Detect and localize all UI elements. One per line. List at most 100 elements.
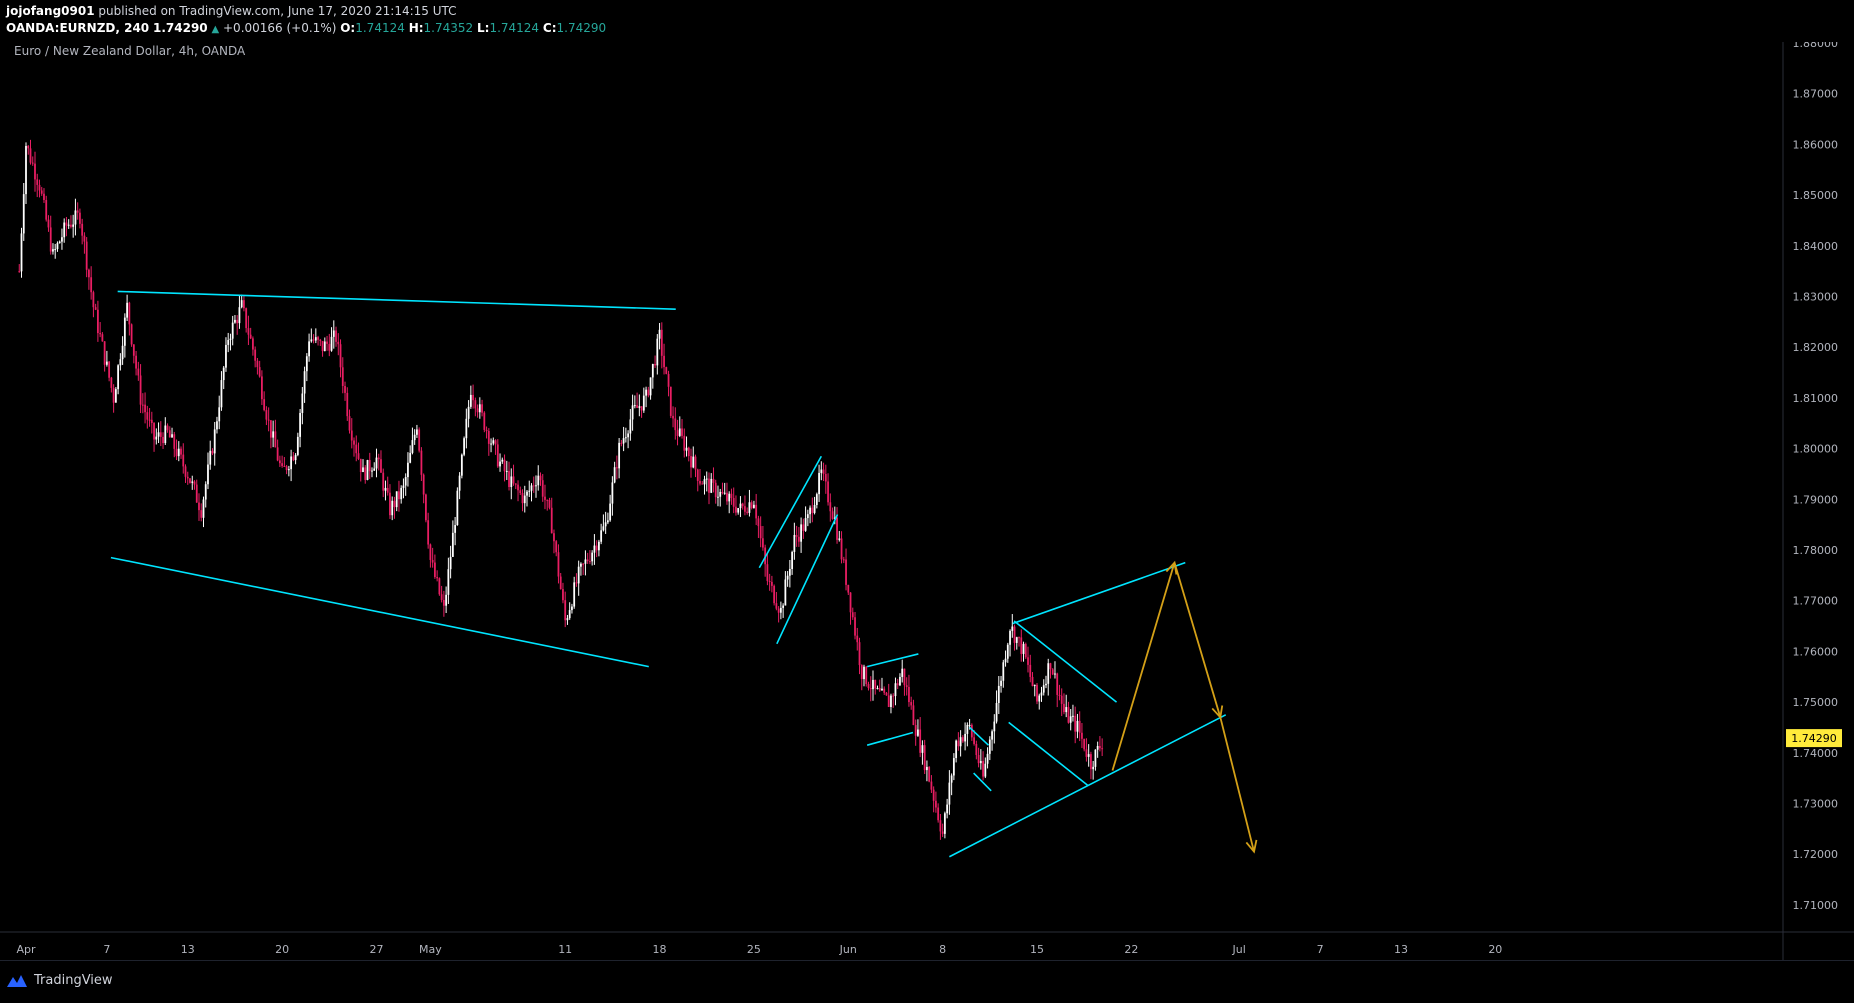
brand-label: TradingView [34, 973, 113, 988]
candle-body [1094, 749, 1097, 767]
candle-body [528, 490, 531, 492]
projection-segment [1111, 562, 1176, 771]
candle-body [537, 475, 540, 486]
candle-body [1067, 707, 1070, 723]
candle-body [548, 500, 551, 508]
candle-body [148, 419, 151, 421]
candle-body [840, 538, 843, 560]
candle-body [568, 610, 571, 619]
author-name[interactable]: jojofang0901 [6, 4, 95, 18]
candle-body [642, 395, 645, 411]
chart-area[interactable]: Euro / New Zealand Dollar, 4h, OANDA 1.8… [0, 37, 1854, 960]
candle-body [267, 419, 270, 421]
candle-body [81, 223, 84, 236]
publish-line: jojofang0901 published on TradingView.co… [6, 4, 457, 18]
candle-body [180, 448, 182, 455]
y-tick-label: 1.79000 [1793, 493, 1839, 506]
candle-body [449, 556, 452, 570]
candle-body [979, 760, 982, 764]
symbol-label[interactable]: OANDA:EURNZD, 240 [6, 21, 150, 35]
candle-body [946, 804, 949, 814]
candle-body [451, 532, 454, 557]
candle-body [586, 559, 589, 562]
candle-body [739, 503, 742, 509]
candle-body [512, 476, 515, 484]
candle-body [667, 373, 670, 387]
candle-body [249, 334, 252, 339]
candle-body [1092, 766, 1095, 770]
candle-body [775, 603, 778, 609]
candle-body [258, 367, 261, 377]
candle-body [245, 308, 248, 329]
candle-body [463, 438, 465, 455]
candle-body [407, 462, 409, 478]
candle-body [741, 503, 744, 507]
x-tick-label: Jun [839, 943, 857, 956]
candle-body [827, 481, 829, 503]
candle-body [995, 702, 998, 722]
candles-layer [18, 139, 1104, 840]
candle-body [344, 386, 346, 393]
candle-body [804, 518, 807, 531]
candle-body [292, 456, 295, 461]
candle-body [366, 460, 369, 480]
brand-link[interactable]: TradingView [6, 973, 113, 988]
candle-body [445, 594, 448, 606]
candle-body [269, 420, 272, 438]
candle-body [218, 407, 221, 422]
candle-body [894, 683, 897, 697]
candle-body [539, 475, 542, 481]
candle-body [921, 745, 924, 753]
candle-body [254, 349, 257, 361]
candle-body [708, 478, 710, 493]
x-tick-label: 7 [103, 943, 110, 956]
candle-body [991, 731, 993, 740]
candle-body [546, 499, 549, 501]
candle-body [499, 461, 501, 467]
candle-body [72, 224, 75, 227]
candle-body [184, 466, 187, 477]
candle-body [252, 338, 254, 350]
candle-body [676, 430, 679, 436]
candle-body [49, 227, 52, 252]
candle-body [912, 705, 915, 726]
x-tick-label: May [419, 943, 442, 956]
x-tick-label: 20 [1488, 943, 1502, 956]
price-chart[interactable]: Euro / New Zealand Dollar, 4h, OANDA 1.8… [0, 37, 1854, 960]
candle-body [501, 459, 504, 462]
candle-body [40, 190, 43, 194]
candle-body [225, 344, 227, 368]
candle-body [474, 400, 477, 409]
candle-body [173, 434, 176, 449]
candle-body [1090, 754, 1092, 770]
candle-body [514, 483, 517, 485]
time-axis[interactable]: Apr 7 13 20 27 May 11 18 25 Jun 8 15 22 Jul 7 13 20 [16, 943, 1502, 956]
candle-body [1004, 658, 1007, 663]
low-value: 1.74124 [489, 21, 540, 35]
candle-body [425, 494, 427, 521]
trendlines-layer [110, 290, 1227, 858]
candle-body [65, 222, 68, 226]
price-axis[interactable]: 1.88000 1.87000 1.86000 1.85000 1.84000 1.830… [1793, 37, 1839, 912]
candle-body [577, 566, 580, 584]
y-tick-label: 1.75000 [1793, 696, 1839, 709]
candle-body [535, 485, 537, 487]
y-tick-label: 1.76000 [1793, 645, 1839, 658]
y-tick-label: 1.82000 [1793, 341, 1839, 354]
candle-body [1038, 695, 1041, 702]
candle-body [622, 438, 625, 444]
candle-body [483, 412, 486, 430]
candle-body [620, 442, 623, 444]
candle-body [308, 341, 310, 357]
candle-body [988, 739, 991, 754]
candle-body [728, 493, 731, 502]
candle-body [681, 428, 683, 436]
candle-body [908, 686, 910, 703]
candle-body [404, 477, 407, 486]
candle-body [256, 360, 259, 368]
candle-body [186, 476, 189, 479]
trendline [1008, 721, 1089, 787]
candle-body [766, 564, 769, 581]
candle-body [427, 520, 430, 545]
candle-body [47, 219, 50, 228]
